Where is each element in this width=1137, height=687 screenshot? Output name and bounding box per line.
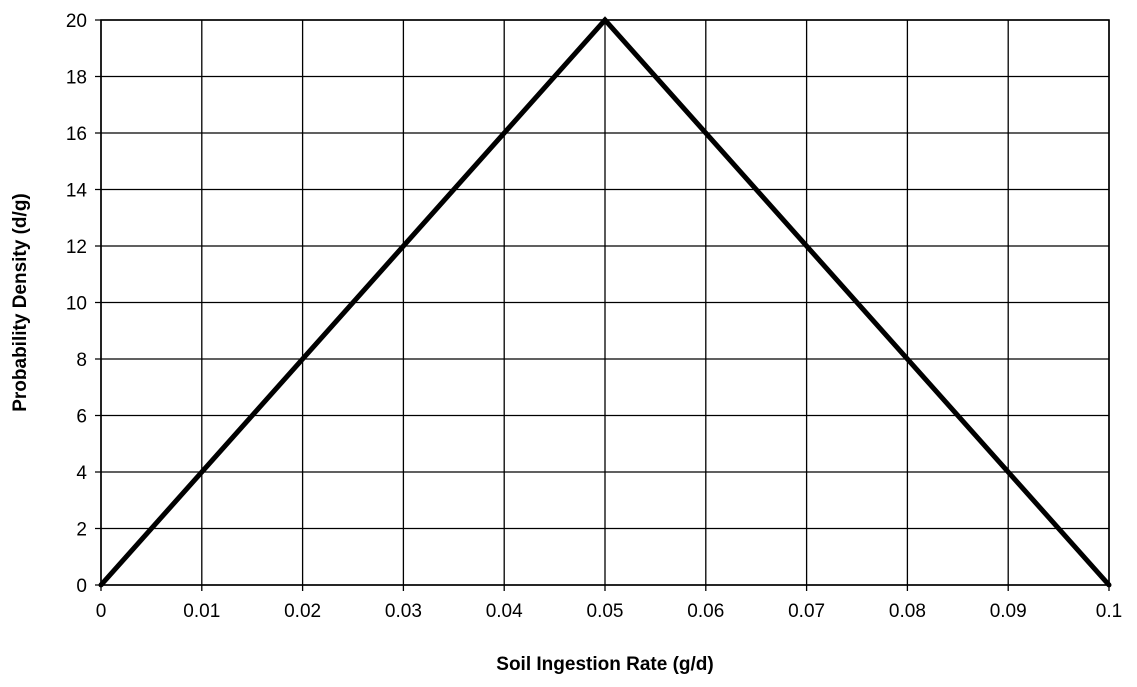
x-axis-title: Soil Ingestion Rate (g/d): [496, 654, 713, 675]
series-layer: [98, 16, 1112, 588]
y-tick-label: 16: [66, 124, 87, 145]
y-tick-label: 20: [66, 11, 87, 32]
y-tick-label: 4: [76, 463, 87, 484]
y-tick-label: 14: [66, 181, 88, 202]
y-tick-label: 12: [66, 237, 87, 258]
y-tick-label: 10: [66, 294, 87, 315]
data-point: [98, 582, 104, 588]
x-tick-label: 0.02: [284, 601, 321, 622]
x-tick-label: 0.01: [183, 601, 220, 622]
x-tick-label: 0.05: [587, 601, 624, 622]
x-tick-label: 0.08: [889, 601, 926, 622]
x-tick-label: 0.06: [687, 601, 724, 622]
x-tick-label: 0.03: [385, 601, 422, 622]
data-point: [1106, 582, 1112, 588]
x-tick-label: 0.04: [486, 601, 523, 622]
data-point: [602, 17, 608, 23]
gridlines: [95, 19, 1110, 591]
x-tick-label: 0: [96, 601, 107, 622]
y-axis-title: Probability Density (d/g): [10, 193, 31, 412]
y-tick-label: 18: [66, 68, 87, 89]
x-axis-tick-labels: 0 0.01 0.02 0.03 0.04 0.05 0.06 0.07 0.08 0.09 0.1: [96, 601, 1123, 622]
x-tick-label: 0.07: [788, 601, 825, 622]
x-tick-label: 0.1: [1096, 601, 1122, 622]
y-tick-label: 6: [76, 407, 87, 428]
y-tick-label: 8: [76, 350, 87, 371]
y-axis-tick-labels: 0 2 4 6 8 10 12 14 16 18 20: [66, 11, 88, 597]
x-tick-label: 0.09: [990, 601, 1027, 622]
y-tick-label: 2: [76, 520, 87, 541]
y-tick-label: 0: [76, 576, 87, 597]
